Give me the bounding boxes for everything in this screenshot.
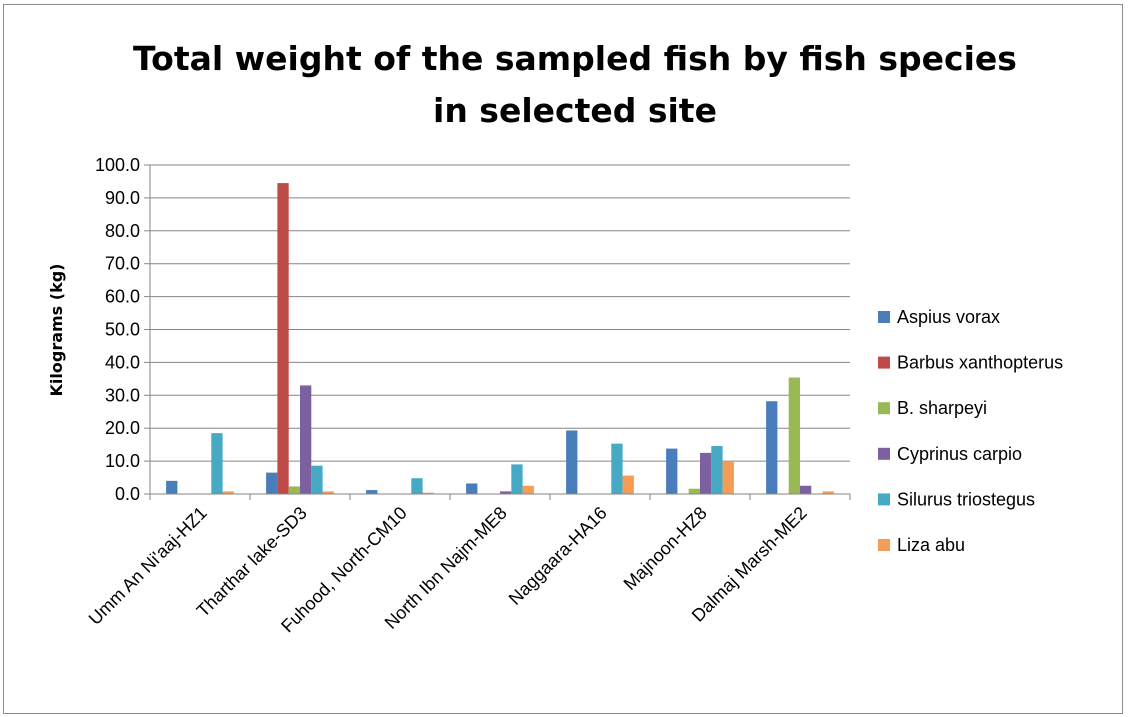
legend-label: Aspius vorax (897, 307, 1000, 327)
legend-label: Barbus xanthopterus (897, 353, 1063, 373)
bar (411, 478, 423, 494)
y-tick-label: 80.0 (105, 221, 140, 241)
bar (466, 483, 478, 494)
axes (149, 165, 851, 500)
y-tick-label: 0.0 (115, 484, 140, 504)
bar (566, 430, 578, 494)
y-axis-label: Kilograms (kg) (47, 264, 66, 397)
legend-label: Liza abu (897, 535, 965, 555)
legend-label: Silurus triostegus (897, 489, 1035, 509)
x-category-label: Tharthar lake-SD3 (193, 503, 311, 621)
bar (688, 488, 700, 494)
x-category-label: Umm An Ni'aaj-HZ1 (85, 503, 211, 629)
bar (422, 492, 434, 494)
legend-swatch (878, 402, 890, 415)
bar (788, 377, 800, 494)
legend-swatch (878, 493, 890, 506)
bar (300, 385, 312, 494)
chart-frame (3, 4, 1123, 714)
chart-title-line-1: Total weight of the sampled fish by fish… (133, 39, 1017, 78)
bar (500, 491, 512, 494)
bar (366, 490, 378, 494)
legend: Aspius vorax Barbus xanthopterus B. sharpe… (878, 307, 1063, 555)
bar (222, 491, 234, 494)
bar (822, 491, 834, 494)
legend-swatch (878, 539, 890, 551)
y-tick-labels: 0.0 10.0 20.0 30.0 40.0 50.0 60.0 70.0 80.0 90.0 1… (95, 155, 140, 504)
legend-swatch (878, 311, 890, 323)
legend-label: Cyprinus carpio (897, 444, 1022, 464)
y-tick-label: 20.0 (105, 418, 140, 438)
bar (711, 445, 723, 494)
bar (522, 485, 534, 494)
bar (288, 486, 300, 494)
y-tick-label: 10.0 (105, 451, 140, 471)
bar (611, 443, 623, 494)
bar (700, 452, 712, 494)
bar (211, 433, 223, 494)
y-tick-label: 30.0 (105, 385, 140, 405)
bar (766, 401, 778, 494)
bar (622, 475, 634, 494)
chart-title-line-2: in selected site (433, 91, 717, 130)
y-tick-label: 40.0 (105, 352, 140, 372)
y-tick-label: 60.0 (105, 287, 140, 307)
bar (722, 461, 734, 494)
gridlines (144, 164, 850, 495)
legend-swatch (878, 356, 890, 369)
legend-swatch (878, 447, 890, 460)
y-tick-label: 70.0 (105, 254, 140, 274)
bar (511, 464, 523, 494)
bar (311, 465, 323, 494)
bars (166, 183, 834, 494)
y-tick-label: 90.0 (105, 188, 140, 208)
bar (277, 183, 289, 494)
bar (800, 485, 812, 494)
y-tick-label: 50.0 (105, 320, 140, 340)
bar (266, 472, 278, 494)
bar (322, 491, 334, 494)
x-category-label: Majnoon-HZ8 (620, 503, 711, 594)
y-tick-label: 100.0 (95, 155, 140, 175)
legend-label: B. sharpeyi (897, 398, 987, 418)
bar (666, 448, 678, 494)
bar (166, 480, 178, 494)
x-category-label: Naggaara-HA16 (505, 503, 611, 609)
